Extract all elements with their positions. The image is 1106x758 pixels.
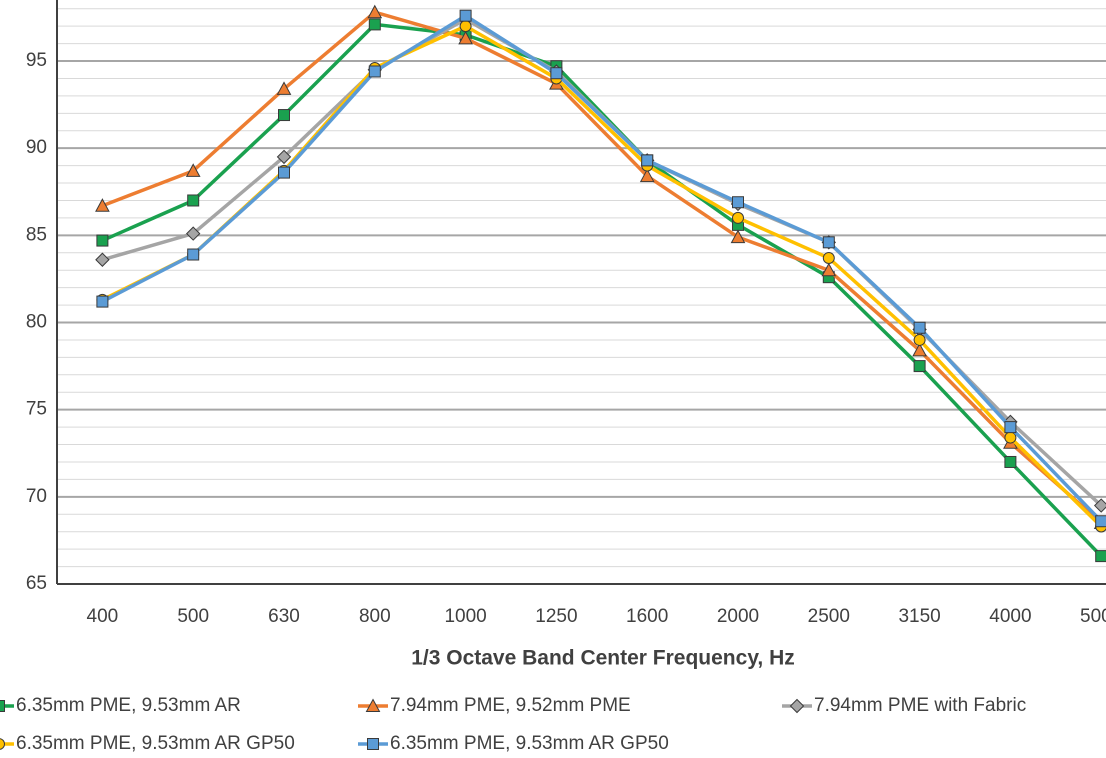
series-line [101, 10, 1103, 525]
y-tick-label: 90 [26, 137, 47, 158]
marker [187, 194, 200, 207]
marker [1004, 455, 1017, 468]
marker [732, 211, 744, 224]
x-tick-label: 2500 [808, 606, 850, 627]
axes: 65 70 75 80 85 90 95 400 500 630 800 1000 1250 1600 20… [26, 0, 1106, 627]
y-tick-label: 70 [26, 486, 47, 507]
marker [368, 65, 381, 78]
marker [185, 163, 201, 177]
y-tick-label: 95 [26, 50, 47, 71]
legend-label: 7.94mm PME, 9.52mm PME [390, 695, 631, 716]
marker [365, 698, 381, 712]
marker [913, 360, 926, 373]
marker [278, 166, 290, 179]
marker [641, 154, 654, 167]
legend: 6.35mm PME, 9.53mm AR 7.94mm PME, 9.52mm … [0, 695, 1026, 754]
series-line [101, 17, 1103, 507]
marker [458, 30, 473, 45]
x-tick-label: 500 [177, 606, 209, 627]
marker [96, 234, 109, 247]
marker [1004, 421, 1017, 434]
y-tick-label: 75 [26, 399, 47, 420]
marker [0, 700, 5, 712]
marker [367, 4, 383, 19]
y-tick-label: 65 [26, 573, 47, 594]
x-tick-label: 5000 [1080, 606, 1106, 627]
marker [459, 20, 472, 33]
x-tick-label: 1600 [626, 606, 668, 627]
marker [913, 321, 926, 334]
x-tick-label: 3150 [898, 606, 940, 627]
plot [95, 4, 1106, 563]
marker [1095, 515, 1106, 528]
marker [0, 738, 5, 750]
marker [459, 9, 472, 22]
x-tick-label: 1250 [535, 606, 577, 627]
x-tick-label: 2000 [717, 606, 759, 627]
grid [57, 8, 1106, 585]
marker [367, 738, 379, 750]
marker [96, 295, 109, 308]
marker [789, 698, 805, 714]
marker [276, 149, 292, 165]
marker [822, 252, 835, 265]
x-tick-label: 400 [87, 606, 119, 627]
marker [185, 226, 201, 241]
series-line [101, 24, 1103, 528]
marker [550, 67, 563, 80]
marker [730, 229, 746, 244]
marker [1004, 431, 1017, 444]
marker [912, 342, 927, 357]
marker [95, 252, 110, 267]
marker [639, 168, 655, 183]
y-tick-label: 80 [26, 312, 47, 333]
x-tick-label: 1000 [444, 606, 486, 627]
x-tick-label: 630 [268, 606, 300, 627]
y-tick-label: 85 [26, 224, 47, 245]
marker [1095, 550, 1106, 563]
legend-label: 7.94mm PME with Fabric [814, 695, 1026, 716]
x-tick-label: 4000 [989, 606, 1031, 627]
series-line [101, 13, 1103, 523]
series-line [101, 22, 1103, 558]
marker [732, 196, 744, 209]
marker [368, 18, 381, 31]
marker [187, 248, 200, 261]
marker [822, 236, 835, 249]
legend-label: 6.35mm PME, 9.53mm AR GP50 [390, 733, 669, 754]
x-axis-title: 1/3 Octave Band Center Frequency, Hz [411, 647, 795, 670]
legend-label: 6.35mm PME, 9.53mm AR GP50 [16, 733, 295, 754]
marker [913, 333, 926, 346]
marker [278, 109, 290, 122]
marker [821, 262, 837, 277]
marker [95, 198, 110, 212]
x-tick-label: 800 [359, 606, 391, 627]
marker [276, 81, 292, 95]
legend-label: 6.35mm PME, 9.53mm AR [16, 695, 241, 716]
